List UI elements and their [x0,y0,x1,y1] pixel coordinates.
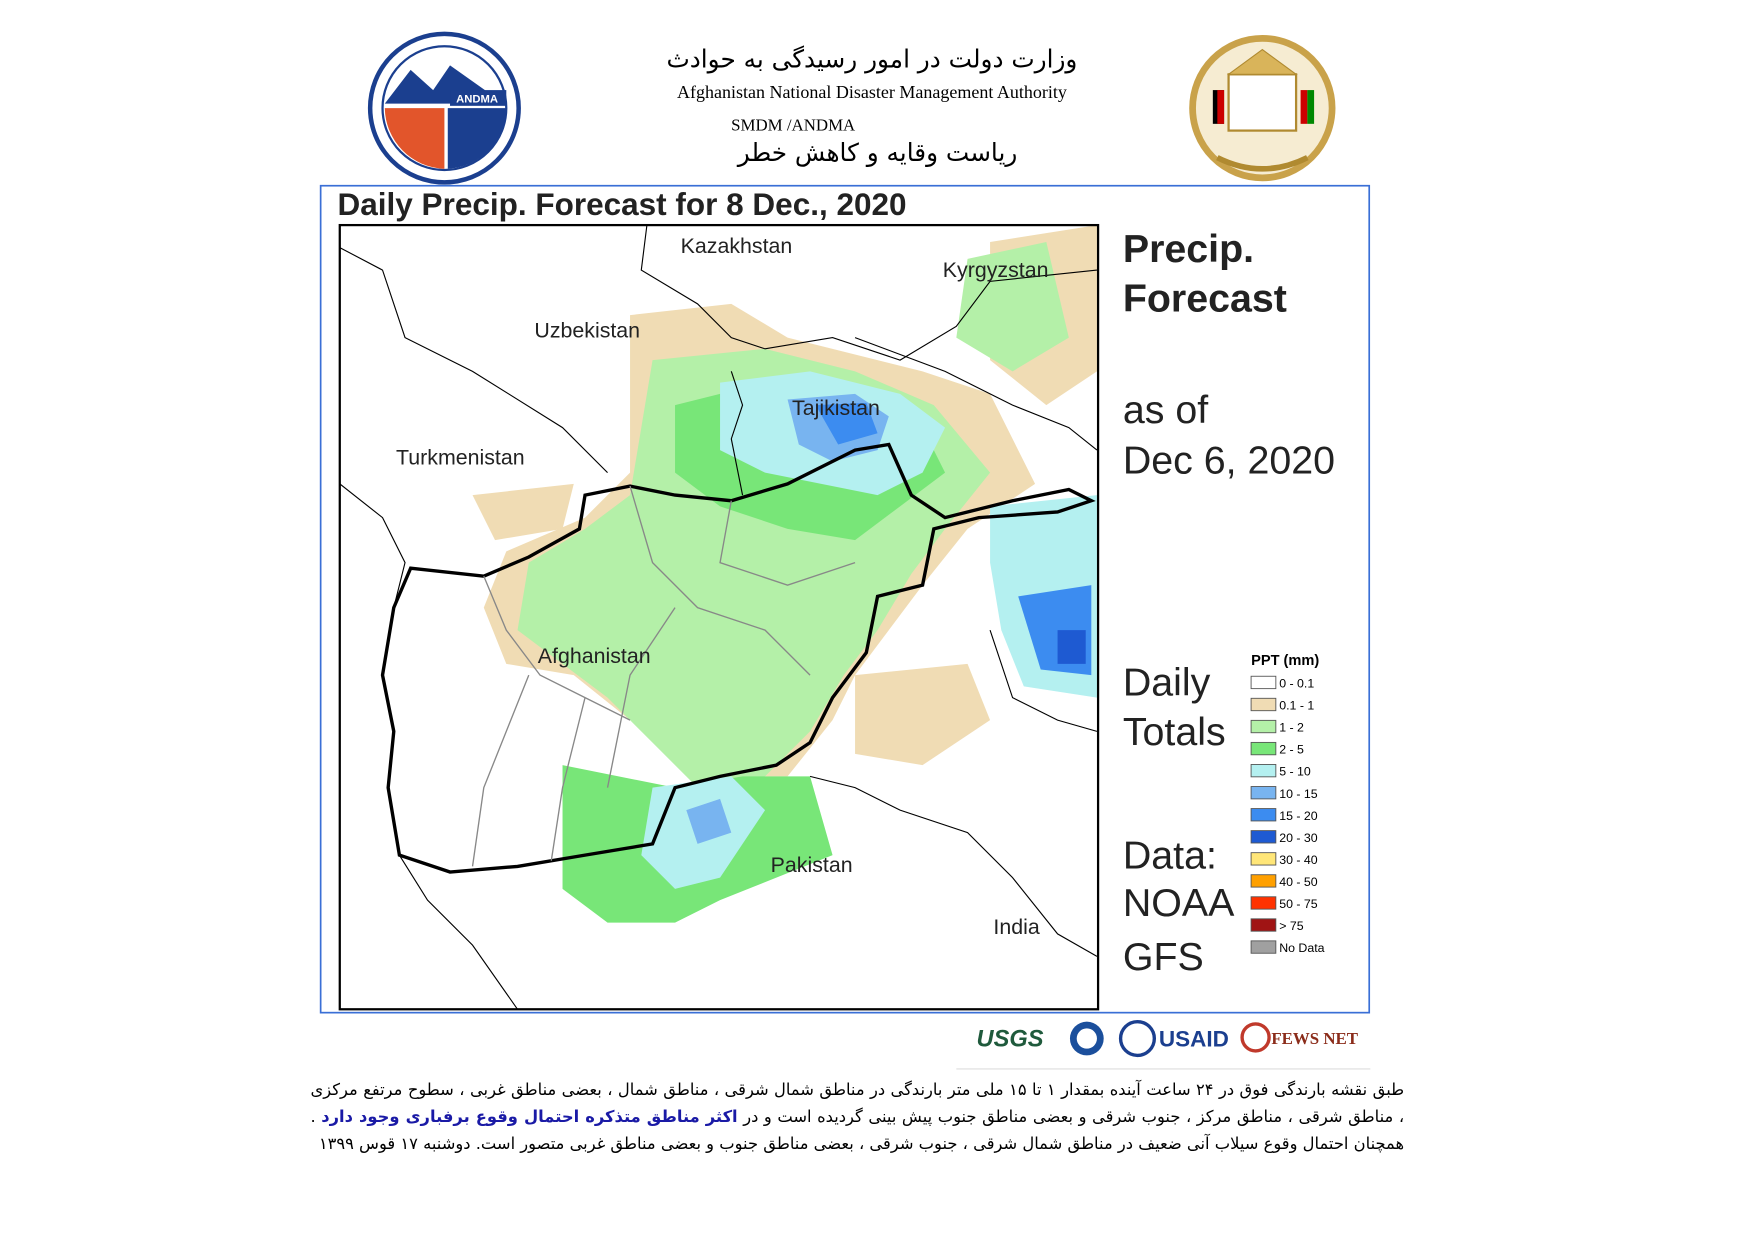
logo-text: ANDMA [456,93,498,105]
legend-label: 30 - 40 [1279,853,1318,867]
side-text-line: GFS [1123,935,1204,979]
side-text-line: Daily [1123,660,1211,704]
legend-swatch [1250,940,1277,954]
legend-label: 5 - 10 [1279,765,1311,779]
country-label: Kazakhstan [681,234,793,258]
legend-swatch [1250,675,1277,690]
emblem [1189,34,1336,182]
body-highlight: اکثر مناطق متذکره احتمال وقوع برفباری وج… [321,1108,738,1127]
body-text: طبق نقشه بارندگی فوق در ۲۴ ساعت آینده بم… [310,1081,1405,1127]
country-label: Uzbekistan [534,319,640,343]
legend-swatch [1250,741,1277,756]
legend-label: 50 - 75 [1279,897,1318,911]
legend-label: 40 - 50 [1279,875,1318,889]
legend-swatch [1250,874,1277,888]
legend-swatch [1250,808,1277,822]
legend-label: 20 - 30 [1279,831,1318,845]
country-label: Afghanistan [538,644,651,668]
side-text: Precip. Forecast as of Dec 6, 2020 Daily… [1123,227,1335,979]
side-text-line: Totals [1123,710,1226,754]
legend-label: 0.1 - 1 [1279,699,1314,713]
country-label: Kyrgyzstan [943,258,1049,282]
legend: PPT (mm) 0 - 0.1 0.1 - 1 1 - 2 2 - 5 5 - 10 1… [1250,653,1325,955]
partner-logo: USGS [977,1026,1044,1052]
legend-label: > 75 [1279,919,1304,933]
legend-swatch [1250,719,1277,734]
legend-label: 2 - 5 [1279,743,1304,757]
legend-title: PPT (mm) [1251,653,1319,669]
andma-logo: ANDMA [367,31,521,185]
partner-logos: USGS USAID FEWS NET [956,1019,1371,1070]
legend-label: 1 - 2 [1279,721,1304,735]
country-labels: Kazakhstan Kyrgyzstan Uzbekistan Tajikis… [396,234,1048,939]
legend-swatch [1250,786,1277,800]
legend-label: 0 - 0.1 [1279,677,1314,691]
body-text: . همچنان احتمال وقوع سیلاب آنی ضعیف در م… [310,1108,1405,1154]
side-text-line: Dec 6, 2020 [1123,439,1335,483]
country-label: Turkmenistan [396,446,525,470]
header-title-en: Afghanistan National Disaster Management… [677,82,1067,102]
borders [339,225,1098,1010]
country-label: India [993,915,1039,939]
legend-label: 15 - 20 [1279,809,1318,823]
partner-logo: USAID [1159,1026,1229,1051]
header-subtitle-fa: ریاست وقایه و کاهش خطر [736,138,1018,167]
legend-label: 10 - 15 [1279,787,1318,801]
body-paragraph: طبق نقشه بارندگی فوق در ۲۴ ساعت آینده بم… [311,1077,1405,1158]
side-text-line: Data: [1123,834,1217,878]
precip-field [472,225,1097,923]
side-text-line: Forecast [1123,277,1287,321]
header-title-fa: وزارت دولت در امور رسیدگی به حوادث [666,45,1077,74]
legend-swatch [1250,852,1277,866]
legend-swatch [1250,764,1277,778]
map-title: Daily Precip. Forecast for 8 Dec., 2020 [338,186,907,222]
side-text-line: NOAA [1123,881,1235,925]
side-text-line: Precip. [1123,227,1254,271]
map-border [338,223,1100,1011]
body-container: طبق نقشه بارندگی فوق در ۲۴ ساعت آینده بم… [311,1077,1405,1158]
country-label: Pakistan [771,853,853,877]
side-text-line: as of [1123,388,1208,432]
header-unit: SMDM /ANDMA [731,116,856,135]
partner-logo: FEWS NET [1271,1029,1358,1048]
legend-label: No Data [1279,941,1324,955]
legend-swatch [1250,697,1277,712]
legend-swatch [1250,896,1277,910]
country-label: Tajikistan [792,396,880,420]
legend-swatch [1250,830,1277,844]
map: Kazakhstan Kyrgyzstan Uzbekistan Tajikis… [339,225,1099,1010]
legend-swatch [1250,918,1277,932]
